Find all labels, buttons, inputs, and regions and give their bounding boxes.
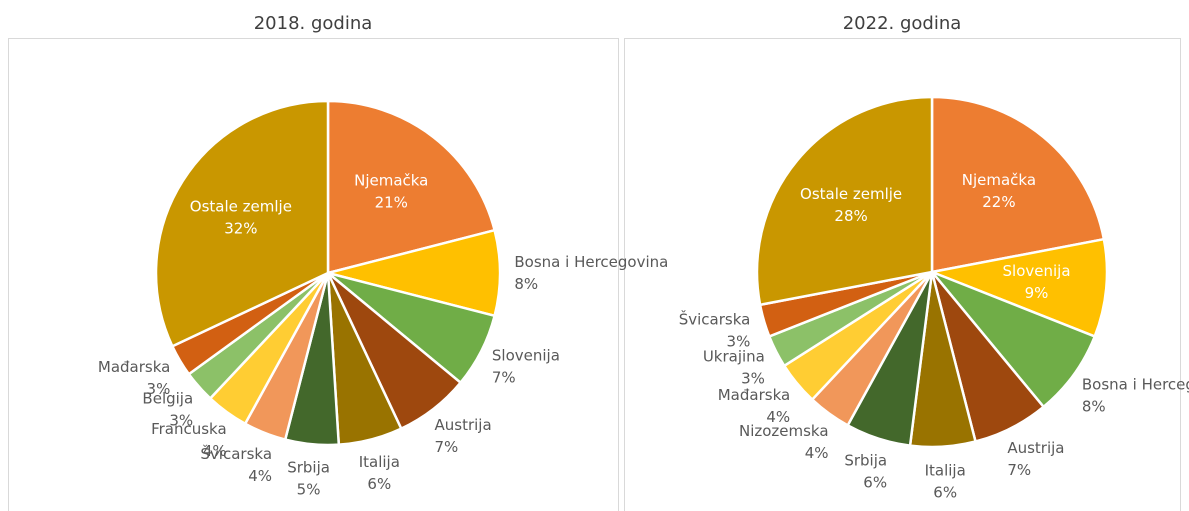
pie-slice [755, 95, 934, 307]
slice-label-value: 4% [248, 466, 272, 484]
slice-label: Belgija 3% [142, 389, 193, 429]
slice-label: Austrija 7% [435, 416, 492, 456]
slice-label-value: 21% [375, 193, 408, 211]
slice-label-name: Ostale zemlje [190, 197, 292, 215]
slice-label-name: Austrija [1007, 439, 1064, 457]
slice-label-value: 22% [982, 193, 1015, 211]
slice-label-name: Italija [359, 452, 400, 470]
slice-label-name: Mađarska [718, 385, 790, 403]
slice-label-value: 7% [435, 438, 459, 456]
slice-label-name: Slovenija [1003, 261, 1071, 279]
panel-frame [8, 38, 619, 511]
slice-label-name: Švicarska [679, 309, 751, 328]
chart-title: 2018. godina [254, 13, 373, 34]
slice-label-value: 4% [805, 443, 829, 461]
slice-label: Mađarska 3% [98, 358, 170, 398]
slice-label-name: Slovenija [492, 346, 560, 364]
slice-label-value: 4% [766, 407, 790, 425]
pie-slice [326, 99, 497, 275]
slice-label-name: Mađarska [98, 358, 170, 376]
slice-label: Austrija 7% [1007, 439, 1064, 479]
slice-label: Njemačka 22% [962, 171, 1036, 211]
slice-label-value: 6% [863, 473, 887, 491]
slice-label-value: 32% [224, 219, 257, 237]
slice-label-name: Belgija [142, 389, 193, 407]
slice-label: Srbija 5% [287, 458, 330, 498]
slice-label-value: 5% [297, 480, 321, 498]
slice-label-name: Srbija [844, 451, 887, 469]
slice-label: Slovenija 9% [1003, 261, 1071, 301]
slice-label: Bosna i Hercegovina 8% [514, 253, 668, 293]
slice-label-value: 6% [933, 483, 957, 501]
slice-label-name: Srbija [287, 458, 330, 476]
slice-label-name: Ostale zemlje [800, 185, 902, 203]
slice-label: Srbija 6% [844, 451, 887, 491]
slice-label-name: Ukrajina [703, 347, 765, 365]
slice-label-value: 8% [1082, 397, 1106, 415]
slice-label-name: Švicarska [200, 443, 272, 462]
slice-label-name: Bosna i Hercegovina [1082, 375, 1189, 393]
slice-label-name: Nizozemska [739, 421, 829, 439]
slice-label-value: 28% [834, 207, 867, 225]
slice-label-value: 3% [741, 369, 765, 387]
chart-title: 2022. godina [843, 13, 962, 34]
pie-slice [154, 99, 330, 348]
slice-label-value: 7% [1007, 461, 1031, 479]
slice-label-value: 6% [367, 474, 391, 492]
slice-label: Nizozemska 4% [739, 421, 829, 461]
slice-label: Mađarska 4% [718, 385, 790, 425]
slice-label: Švicarska 4% [200, 443, 272, 484]
slice-label-value: 4% [203, 441, 227, 459]
slice-label-name: Njemačka [962, 171, 1036, 189]
slice-label-value: 3% [727, 332, 751, 350]
slice-label: Slovenija 7% [492, 346, 560, 386]
slice-label: Ukrajina 3% [703, 347, 765, 387]
slice-label: Italija 6% [359, 452, 400, 492]
slice-label: Italija 6% [925, 461, 966, 501]
slice-label: Ostale zemlje 32% [190, 197, 292, 237]
slice-label-name: Njemačka [354, 171, 428, 189]
pie-slice [927, 237, 1109, 339]
slice-label: Francuska 4% [151, 419, 227, 459]
slice-label: Švicarska 3% [679, 309, 751, 350]
slice-label-value: 3% [169, 411, 193, 429]
slice-label-name: Austrija [435, 416, 492, 434]
slice-label-value: 3% [147, 380, 171, 398]
slice-label-value: 7% [492, 368, 516, 386]
slice-label-value: 8% [514, 275, 538, 293]
slice-label-value: 9% [1025, 283, 1049, 301]
slice-label-name: Bosna i Hercegovina [514, 253, 668, 271]
slice-label-name: Francuska [151, 419, 227, 437]
pie-slice [930, 95, 1106, 274]
slice-label: Ostale zemlje 28% [800, 185, 902, 225]
slice-label: Njemačka 21% [354, 171, 428, 211]
slice-label-name: Italija [925, 461, 966, 479]
panel-frame [624, 38, 1181, 511]
slice-label: Bosna i Hercegovina 8% [1082, 375, 1189, 415]
